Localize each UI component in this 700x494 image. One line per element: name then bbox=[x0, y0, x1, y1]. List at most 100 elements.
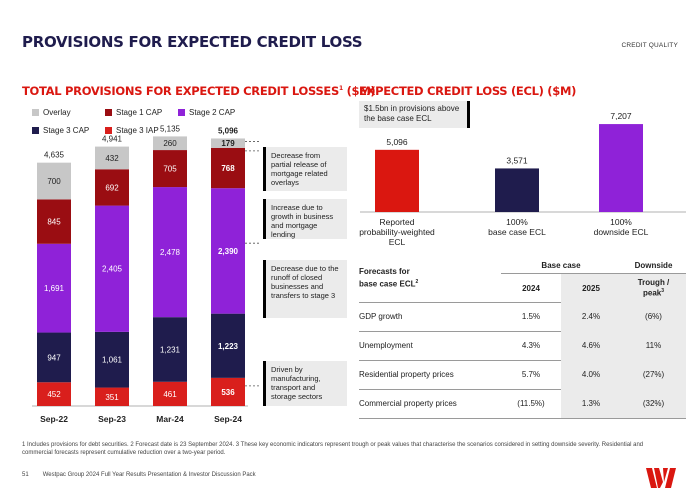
row-trough: (6%) bbox=[621, 302, 686, 331]
bar-label-overlay: 260 bbox=[163, 139, 177, 148]
col-2024: 2024 bbox=[522, 283, 540, 293]
bar-stage-2-cap bbox=[37, 243, 71, 333]
left-chart-title-unit: ($M) bbox=[342, 84, 376, 98]
ecl-note: $1.5bn in provisions above the base case… bbox=[359, 101, 467, 128]
table-header-label-ref: 2 bbox=[415, 279, 419, 286]
bar-stage-3-iap bbox=[37, 382, 71, 406]
footer: 51 Westpac Group 2024 Full Year Results P… bbox=[22, 472, 256, 478]
bar-overlay bbox=[37, 162, 71, 200]
col-trough-ref: 3 bbox=[661, 288, 664, 295]
row-label: Unemployment bbox=[359, 341, 413, 350]
bar-label-stage-1-cap: 845 bbox=[47, 218, 61, 227]
bar-label-stage-3-iap: 452 bbox=[47, 390, 61, 399]
section-tag: CREDIT QUALITY bbox=[621, 42, 678, 49]
table-row: Residential property prices 5.7% 4.0% (2… bbox=[359, 360, 686, 389]
category-label: Sep-23 bbox=[98, 414, 126, 424]
category-label: Mar-24 bbox=[156, 414, 184, 424]
table-group-divider bbox=[501, 273, 686, 274]
row-label: Commercial property prices bbox=[359, 399, 457, 408]
col-trough: Trough / peak3 bbox=[621, 274, 686, 302]
ecl-category-label: downside ECL bbox=[594, 227, 649, 237]
bar-stage-3-iap bbox=[95, 387, 129, 406]
row-2025: 2.4% bbox=[561, 302, 621, 331]
legend-label-stage1: Stage 1 CAP bbox=[116, 108, 163, 117]
page-title: PROVISIONS FOR EXPECTED CREDIT LOSS bbox=[22, 33, 363, 51]
bar-stage-3-cap bbox=[211, 313, 245, 378]
row-divider bbox=[359, 331, 686, 332]
legend-label-stage3cap: Stage 3 CAP bbox=[43, 126, 90, 135]
ecl-value-label: 7,207 bbox=[610, 111, 632, 121]
bar-label-stage-2-cap: 2,478 bbox=[160, 248, 181, 257]
westpac-logo-icon bbox=[646, 468, 676, 488]
bar-label-overlay: 700 bbox=[47, 177, 61, 186]
bar-label-stage-3-iap: 351 bbox=[105, 393, 119, 402]
bar-total-label: 4,635 bbox=[44, 151, 65, 160]
col-trough-line1: Trough / bbox=[637, 278, 670, 288]
legend-label-stage3iap: Stage 3 IAP bbox=[116, 126, 159, 135]
legend-swatch-stage2 bbox=[178, 109, 185, 116]
ecl-category-label: probability-weighted bbox=[359, 227, 435, 237]
ecl-category-label: ECL bbox=[389, 237, 406, 247]
row-2024: 5.7% bbox=[521, 370, 541, 379]
row-2025: 4.6% bbox=[561, 331, 621, 360]
ecl-category-label: base case ECL bbox=[488, 227, 546, 237]
bar-total-label: 5,096 bbox=[218, 126, 239, 135]
bar-stage-3-cap bbox=[153, 317, 187, 382]
group-downside: Downside bbox=[634, 260, 673, 270]
table-header-label-line2: base case ECL bbox=[359, 280, 416, 289]
ecl-bar bbox=[599, 124, 643, 212]
footer-text: Westpac Group 2024 Full Year Results Pre… bbox=[42, 472, 256, 478]
table-row: GDP growth 1.5% 2.4% (6%) bbox=[359, 302, 686, 331]
table-bottom-line bbox=[359, 418, 686, 419]
ecl-category-label: Reported bbox=[380, 217, 415, 227]
ecl-category-label: 100% bbox=[610, 217, 632, 227]
row-2025: 4.0% bbox=[561, 360, 621, 389]
ecl-value-label: 5,096 bbox=[386, 137, 408, 147]
bar-total-label: 5,135 bbox=[160, 124, 181, 133]
row-2024: (11.5%) bbox=[517, 399, 545, 408]
bar-total-label: 4,941 bbox=[102, 135, 123, 144]
category-label: Sep-24 bbox=[214, 414, 242, 424]
legend-item-stage2: Stage 2 CAP bbox=[178, 108, 235, 117]
ecl-bar bbox=[495, 168, 539, 212]
bar-label-overlay: 432 bbox=[105, 154, 119, 163]
footnote: 1 Includes provisions for debt securitie… bbox=[22, 442, 644, 456]
bar-label-stage-2-cap: 2,390 bbox=[218, 247, 239, 256]
ecl-category-label: 100% bbox=[506, 217, 528, 227]
bar-label-overlay: 179 bbox=[221, 139, 235, 148]
bar-label-stage-3-cap: 1,231 bbox=[160, 345, 181, 354]
table-header-row: Forecasts for base case ECL2 bbox=[359, 258, 686, 294]
col-2025: 2025 bbox=[561, 274, 621, 302]
row-trough: (32%) bbox=[621, 389, 686, 418]
bar-label-stage-2-cap: 2,405 bbox=[102, 265, 123, 274]
bar-stage-1-cap bbox=[37, 199, 71, 244]
ecl-value-label: 3,571 bbox=[506, 155, 528, 165]
row-2024: 1.5% bbox=[521, 312, 541, 321]
row-trough: 11% bbox=[621, 331, 686, 360]
bar-stage-3-cap bbox=[37, 332, 71, 383]
left-chart-title-main: TOTAL PROVISIONS FOR EXPECTED CREDIT LOS… bbox=[22, 84, 339, 98]
legend-item-stage3cap: Stage 3 CAP bbox=[32, 126, 89, 135]
bar-label-stage-3-iap: 536 bbox=[221, 388, 235, 397]
bar-stage-2-cap bbox=[95, 205, 129, 332]
bar-label-stage-1-cap: 705 bbox=[163, 165, 177, 174]
bar-overlay bbox=[153, 136, 187, 151]
row-label: GDP growth bbox=[359, 312, 403, 321]
table-row: Unemployment 4.3% 4.6% 11% bbox=[359, 331, 686, 360]
ecl-note-marker bbox=[467, 101, 470, 128]
legend-swatch-stage3cap bbox=[32, 127, 39, 134]
row-2024: 4.3% bbox=[521, 341, 541, 350]
bar-overlay bbox=[211, 138, 245, 148]
legend-item-stage1: Stage 1 CAP bbox=[105, 108, 162, 117]
bar-stage-1-cap bbox=[153, 150, 187, 188]
legend-item-overlay: Overlay bbox=[32, 108, 71, 117]
bar-label-stage-3-cap: 1,223 bbox=[218, 342, 239, 351]
bar-stage-1-cap bbox=[95, 169, 129, 206]
row-trough: (27%) bbox=[621, 360, 686, 389]
table-header-label: Forecasts for base case ECL2 bbox=[359, 258, 501, 294]
ecl-bar bbox=[375, 149, 419, 212]
bar-stage-1-cap bbox=[211, 147, 245, 189]
table-group-row: Base case Downside bbox=[359, 258, 686, 272]
legend-swatch-stage3iap bbox=[105, 127, 112, 134]
